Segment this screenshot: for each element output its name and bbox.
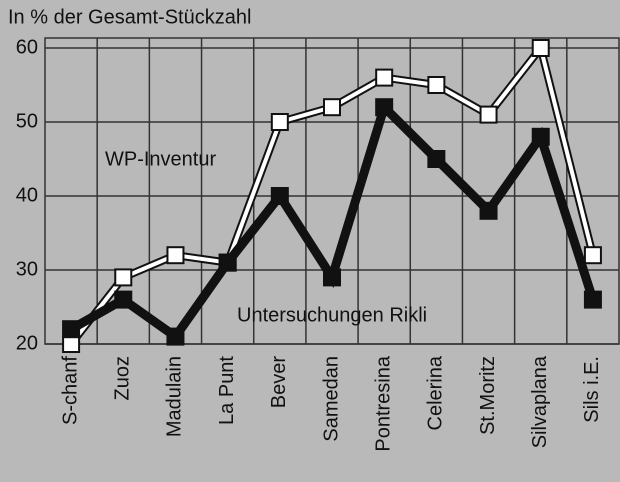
chart-title: In % der Gesamt-Stückzahl xyxy=(8,6,251,28)
y-tick-label: 30 xyxy=(16,258,38,280)
marker xyxy=(427,150,446,168)
series-label: WP-Inventur xyxy=(105,148,216,170)
x-tick-label: Samedan xyxy=(320,356,342,442)
marker xyxy=(479,105,498,124)
marker xyxy=(427,76,446,94)
x-tick-label: Celerina xyxy=(425,355,447,430)
x-tick-label: Bever xyxy=(268,356,290,409)
marker xyxy=(218,253,237,272)
x-tick-label: S-chanf xyxy=(59,356,81,425)
marker xyxy=(114,290,133,309)
y-tick-label: 20 xyxy=(16,332,38,354)
marker xyxy=(62,320,81,339)
y-tick-label: 60 xyxy=(16,36,38,58)
x-tick-label: Silvaplana xyxy=(529,355,551,448)
x-tick-label: Madulain xyxy=(164,356,186,437)
y-tick-label: 50 xyxy=(16,110,38,132)
series-label: Untersuchungen Rikli xyxy=(237,304,427,326)
x-tick-label: Sils i.E. xyxy=(581,356,603,423)
x-tick-label: Pontresina xyxy=(372,355,394,451)
marker xyxy=(114,268,133,287)
marker xyxy=(375,68,394,87)
marker xyxy=(531,127,550,146)
marker xyxy=(166,327,185,346)
x-tick-label: Zuoz xyxy=(112,356,134,400)
marker xyxy=(270,113,289,131)
marker xyxy=(270,187,289,205)
marker xyxy=(166,246,185,265)
marker xyxy=(323,98,341,117)
marker xyxy=(375,98,394,117)
marker xyxy=(479,201,498,220)
y-tick-label: 40 xyxy=(16,184,38,206)
x-tick-label: La Punt xyxy=(216,356,238,425)
marker xyxy=(323,268,341,287)
x-tick-label: St.Moritz xyxy=(477,356,499,435)
marker xyxy=(531,39,550,57)
marker xyxy=(62,335,81,353)
marker xyxy=(583,290,602,309)
marker xyxy=(583,246,602,265)
